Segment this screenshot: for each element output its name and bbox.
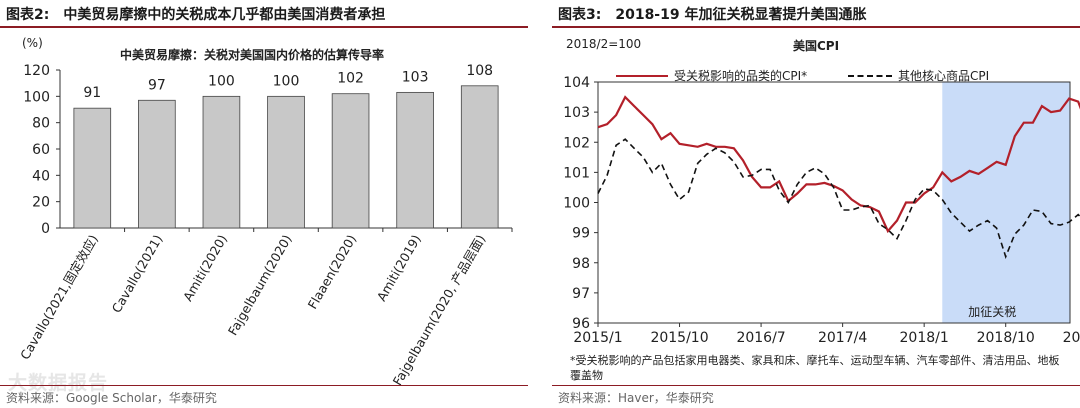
line-x-tick-label: 2019/7	[1063, 330, 1080, 346]
bar-category-label: Amiti(2019)	[374, 232, 424, 304]
right-chart-title: 美国CPI	[793, 39, 840, 53]
right-title-rule	[552, 26, 1080, 28]
bar-value-label: 102	[337, 71, 364, 87]
watermark: 大数据报告	[8, 372, 109, 394]
bar	[138, 99, 176, 229]
left-figure-title: 图表2: 中美贸易摩擦中的关税成本几乎都由美国消费者承担	[6, 7, 386, 23]
line-y-tick-label: 97	[572, 286, 590, 302]
right-footnote: *受关税影响的产品包括家用电器类、家具和床、摩托车、运动型车辆、汽车零部件、清洁…	[570, 354, 1060, 382]
bar	[331, 93, 370, 229]
left-title-rule	[0, 26, 528, 28]
bar	[73, 107, 112, 229]
legend-swatch-solid	[616, 74, 668, 77]
right-panel: 图表3: 2018-19 年加征关税显著提升美国通胀 2018/2=100 美国…	[552, 0, 1080, 408]
bar-chart: 0 20 40 60 80 100 120 91 Cavallo(2021,固定效应) 97 Cav…	[17, 63, 513, 388]
bar-category-label: Amiti(2020)	[180, 232, 230, 304]
bar-y-tick-label: 120	[23, 63, 50, 79]
right-figure-title: 图表3: 2018-19 年加征关税显著提升美国通胀	[558, 7, 867, 23]
bar-value-label: 108	[466, 63, 493, 79]
bar-value-label: 100	[273, 73, 300, 89]
left-y-unit: (%)	[22, 36, 43, 50]
legend-swatch-dashed	[848, 74, 892, 77]
bar-value-label: 91	[83, 85, 101, 101]
bar	[202, 95, 241, 229]
line-chart: 加征关税 96 97 98 99 100 101 102 103 104 2015/1 2015/10…	[563, 75, 1080, 346]
bar-value-label: 100	[208, 73, 235, 89]
bar-y-tick-label: 60	[32, 142, 50, 158]
tariff-shaded-region	[942, 82, 1070, 323]
bar	[267, 95, 305, 229]
legend-label-other: 其他核心商品CPI	[898, 69, 990, 83]
bar-y-tick-label: 20	[32, 195, 50, 211]
line-x-tick-label: 2015/10	[650, 330, 708, 346]
right-base-label: 2018/2=100	[566, 37, 642, 51]
line-x-tick-label: 2016/7	[736, 330, 785, 346]
bar-category-label: Flaaen(2020)	[305, 232, 360, 312]
right-source: 资料来源：Haver，华泰研究	[558, 391, 714, 405]
line-y-tick-label: 103	[563, 105, 590, 121]
bar-y-tick-label: 0	[41, 221, 50, 237]
series-other-core-goods-cpi	[597, 138, 1080, 260]
left-panel: 图表2: 中美贸易摩擦中的关税成本几乎都由美国消费者承担 (%) 中美贸易摩擦：…	[0, 0, 528, 408]
line-y-tick-label: 99	[572, 226, 590, 242]
legend-label-tariff: 受关税影响的品类的CPI*	[674, 69, 808, 83]
left-bottom-rule	[0, 385, 528, 386]
bar-category-label: Cavallo(2021,固定效应)	[17, 232, 101, 362]
bar-value-label: 97	[148, 77, 166, 93]
bar-y-tick-label: 40	[32, 168, 50, 184]
series-tariff-goods-cpi	[597, 95, 1080, 234]
left-source: 资料来源：Google Scholar，华泰研究	[6, 391, 217, 405]
bar	[460, 85, 499, 229]
left-chart-title: 中美贸易摩擦：关税对美国国内价格的估算传导率	[120, 48, 385, 62]
line-x-tick-label: 2018/10	[977, 330, 1035, 346]
line-x-tick-label: 2017/4	[818, 330, 867, 346]
line-y-tick-label: 98	[572, 256, 590, 272]
line-y-tick-label: 102	[563, 135, 590, 151]
line-y-tick-label: 96	[572, 316, 590, 332]
bar	[396, 91, 434, 229]
bar-y-tick-label: 80	[32, 116, 50, 132]
line-x-tick-label: 2015/1	[573, 330, 622, 346]
legend-item-tariff: 受关税影响的品类的CPI*	[616, 67, 807, 84]
line-y-tick-label: 104	[563, 75, 590, 91]
shaded-region-label: 加征关税	[968, 305, 1016, 319]
legend-item-other: 其他核心商品CPI	[848, 67, 989, 84]
bar-value-label: 103	[402, 69, 429, 85]
bar-category-label: Cavallo(2021)	[109, 232, 166, 315]
line-y-tick-label: 101	[563, 165, 590, 181]
line-y-tick-label: 100	[563, 196, 590, 212]
right-bottom-rule	[552, 385, 1080, 386]
bar-category-label: Fajgelbaum(2020)	[225, 232, 295, 338]
bar-y-tick-label: 100	[23, 89, 50, 105]
line-x-tick-label: 2018/1	[900, 330, 949, 346]
